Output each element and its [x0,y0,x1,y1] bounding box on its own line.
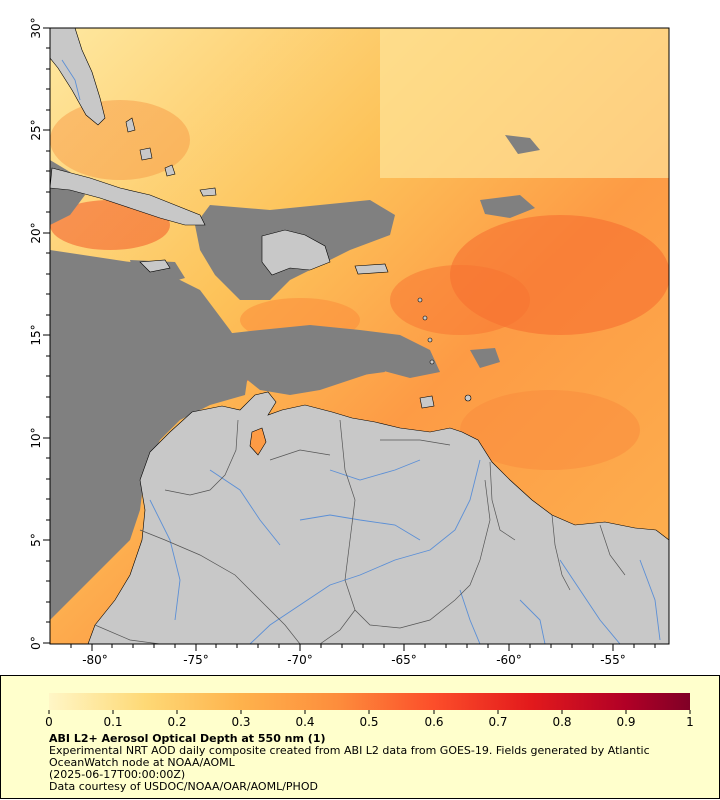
colorbar-tick-label: 0.6 [424,715,443,729]
lon-tick-label: -65° [391,653,417,667]
lon-major-ticks [91,644,614,651]
lon-tick-label: -60° [496,653,522,667]
lat-tick-label: 5° [29,533,43,547]
legend-panel: 0 0.1 0.2 0.3 0.4 0.5 0.6 0.7 0.8 0.9 1 … [0,675,720,799]
lon-tick-label: -80° [82,653,108,667]
no-data-mask [50,135,540,620]
colorbar-tick-label: 0.7 [488,715,507,729]
lon-tick-label: -70° [287,653,313,667]
caption-description: Experimental NRT AOD daily composite cre… [49,744,650,757]
land [50,28,669,644]
caption-title: ABI L2+ Aerosol Optical Depth at 550 nm … [49,732,326,745]
lat-tick-label: 30° [29,17,43,38]
caption-description-continued: OceanWatch node at NOAA/AOML [49,756,235,769]
caption-date: (2025-06-17T00:00:00Z) [49,768,186,781]
lat-tick-label: 0° [29,636,43,650]
lat-tick-label: 25° [29,119,43,140]
rivers [61,59,661,644]
colorbar-tick-label: 0.5 [359,715,378,729]
colorbar-tick-label: 0.4 [295,715,314,729]
colorbar-gradient [49,693,690,710]
colorbar-tick-label: 0.1 [103,715,122,729]
colorbar-tick-label: 0 [45,715,53,729]
lat-major-ticks [43,27,50,644]
colorbar-tick-label: 0.9 [616,715,635,729]
lon-tick-label: -75° [183,653,209,667]
lat-minor-ticks [46,47,50,623]
country-borders [94,419,626,644]
lat-tick-label: 20° [29,222,43,243]
aerosol-map[interactable]: -80° -75° -70° -65° -60° -55° 30° 25° 20… [0,0,720,675]
colorbar-tick-label: 0.3 [231,715,250,729]
lon-minor-ticks [70,644,656,648]
colorbar-tick-label: 1 [686,715,694,729]
colorbar: 0 0.1 0.2 0.3 0.4 0.5 0.6 0.7 0.8 0.9 1 [45,693,694,729]
map-frame [49,27,670,645]
lat-tick-label: 15° [29,324,43,345]
caption-credit: Data courtesy of USDOC/NOAA/OAR/AOML/PHO… [49,780,318,793]
lat-tick-label: 10° [29,427,43,448]
colorbar-tick-label: 0.8 [552,715,571,729]
colorbar-ticks [48,710,691,714]
lon-tick-label: -55° [600,653,626,667]
colorbar-tick-label: 0.2 [167,715,186,729]
